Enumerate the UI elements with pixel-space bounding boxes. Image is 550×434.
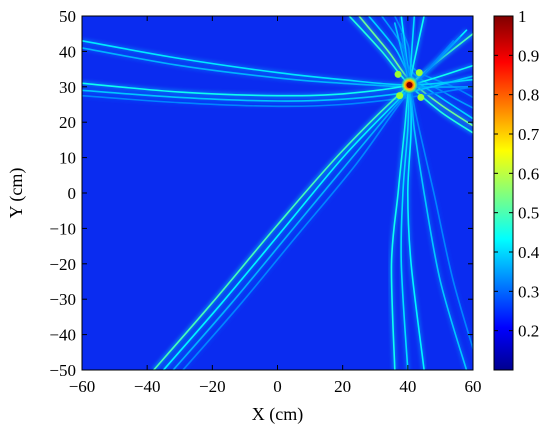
y-axis-ticks: 50 40 30 20 10 0 −10 −20 −30 −40 −50 [49, 7, 473, 380]
sidelobe-1 [417, 93, 425, 101]
y-tick-label-9: −40 [49, 326, 76, 345]
sidelobe-0 [394, 70, 402, 78]
x-tick-label-0: −60 [69, 377, 96, 396]
x-tick-label-1: −40 [134, 377, 161, 396]
colorbar-tick-label-0: 1 [518, 7, 527, 26]
y-tick-label-4: 10 [59, 149, 76, 168]
y-tick-label-6: −10 [49, 219, 76, 238]
y-tick-label-3: 20 [59, 113, 76, 132]
x-axis-ticks: −60 −40 −20 0 20 40 60 [69, 16, 482, 396]
y-tick-label-2: 30 [59, 78, 76, 97]
sidelobe-3 [415, 69, 423, 77]
colorbar-tick-label-5: 0.5 [518, 204, 539, 223]
colorbar-tick-label-6: 0.4 [518, 243, 540, 262]
y-tick-label-7: −20 [49, 255, 76, 274]
x-tick-label-2: −20 [199, 377, 226, 396]
y-tick-label-0: 50 [59, 7, 76, 26]
peak-marker [406, 82, 413, 89]
colorbar-tick-label-1: 0.9 [518, 46, 539, 65]
x-tick-label-5: 40 [399, 377, 416, 396]
x-axis-label: X (cm) [252, 404, 303, 425]
colorbar: 1 0.9 0.8 0.7 0.6 0.5 0.4 0.3 0.2 [493, 7, 540, 371]
peak-layer [394, 69, 425, 101]
x-tick-label-3: 0 [273, 377, 282, 396]
colorbar-tick-label-3: 0.7 [518, 125, 540, 144]
colorbar-tick-label-8: 0.2 [518, 322, 539, 341]
colorbar-tick-label-7: 0.3 [518, 282, 539, 301]
colorbar-gradient [493, 15, 514, 371]
y-tick-label-8: −30 [49, 290, 76, 309]
colorbar-tick-label-2: 0.8 [518, 86, 539, 105]
y-tick-label-10: −50 [49, 361, 76, 380]
sidelobe-2 [396, 92, 404, 100]
y-tick-label-5: 0 [68, 184, 77, 203]
y-axis-label: Y (cm) [6, 168, 27, 219]
y-tick-label-1: 40 [59, 42, 76, 61]
colorbar-ticks: 1 0.9 0.8 0.7 0.6 0.5 0.4 0.3 0.2 [494, 7, 540, 341]
x-tick-label-6: 60 [465, 377, 482, 396]
colorbar-tick-label-4: 0.6 [518, 164, 539, 183]
x-tick-label-4: 20 [334, 377, 351, 396]
heatmap-plot-area [81, 15, 474, 371]
